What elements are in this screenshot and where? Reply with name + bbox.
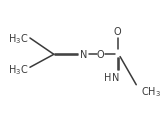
Text: H$_3$C: H$_3$C [8,62,28,76]
Text: N: N [112,73,119,83]
Text: O: O [96,50,104,60]
Text: H$_3$C: H$_3$C [8,32,28,46]
Text: O: O [114,26,122,36]
Text: CH$_3$: CH$_3$ [141,84,161,98]
Text: N: N [80,50,87,60]
Text: H: H [104,73,111,83]
